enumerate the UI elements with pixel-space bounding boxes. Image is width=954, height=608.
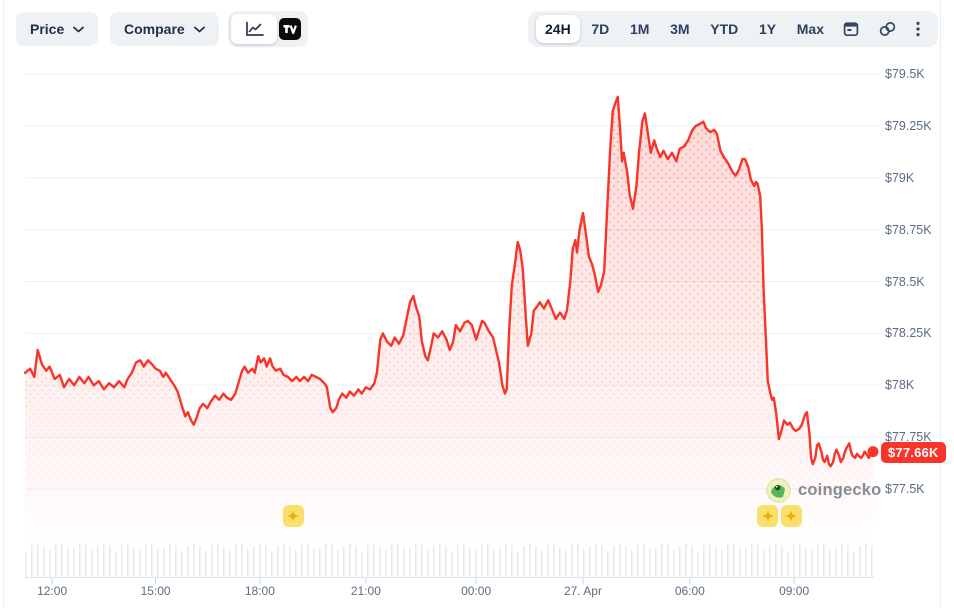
range-option-1y[interactable]: 1Y [750,15,785,43]
y-axis-label: $78.25K [885,326,932,341]
y-axis-label: $78.5K [885,274,925,289]
link-icon [878,20,897,38]
line-chart-icon [244,20,265,38]
sparkle-icon [287,510,300,522]
x-axis-label: 27. Apr [563,584,602,598]
range-option-max[interactable]: Max [788,15,833,43]
compare-dropdown-button[interactable]: Compare [110,12,219,46]
kebab-menu-icon [915,20,921,38]
more-options-button[interactable] [906,14,930,44]
y-axis-label: $77.75K [885,430,932,445]
y-axis-label: $79K [885,170,915,185]
price-line [23,95,875,468]
range-option-7d[interactable]: 7D [582,15,618,43]
sparkle-event-marker[interactable] [757,505,778,527]
line-chart-toggle-button[interactable] [231,14,277,44]
range-scrubber[interactable] [25,543,875,578]
share-link-button[interactable] [869,14,906,44]
coingecko-watermark: coingecko [766,478,881,503]
left-edge-divider [3,0,4,608]
chevron-down-icon [193,26,205,33]
sparkle-event-marker[interactable] [780,505,802,527]
tradingview-icon [282,22,298,36]
calendar-icon [842,20,860,38]
chevron-down-icon [73,26,85,33]
y-axis-label: $78.75K [885,222,932,237]
x-axis-label: 12:00 [37,584,68,598]
coingecko-logo-icon [766,478,791,503]
y-axis-label: $78K [885,378,915,393]
x-axis-label: 00:00 [461,584,492,598]
price-chart-canvas[interactable] [0,60,954,608]
range-option-ytd[interactable]: YTD [701,15,747,43]
time-range-selector: 24H 7D 1M 3M YTD 1Y Max [528,11,938,47]
current-price-badge: $77.66K [881,442,946,463]
y-axis-label: $77.5K [885,482,925,496]
price-dropdown-button[interactable]: Price [16,12,99,46]
tradingview-toggle-button[interactable] [279,18,301,40]
calendar-button[interactable] [833,14,869,44]
compare-dropdown-label: Compare [124,21,185,37]
right-edge-divider [940,0,941,608]
current-price-dot [867,446,879,458]
x-axis-label: 15:00 [140,584,171,598]
range-option-3m[interactable]: 3M [661,15,698,43]
x-axis-label: 06:00 [674,584,705,598]
price-dropdown-label: Price [30,21,65,37]
y-axis-label: $79.5K [885,67,925,81]
y-axis-label: $79.25K [885,118,932,133]
x-axis-label: 18:00 [244,584,275,598]
range-option-1m[interactable]: 1M [621,15,658,43]
range-options: 24H 7D 1M 3M YTD 1Y Max [536,15,833,43]
area-fill [25,96,873,541]
coingecko-watermark-text: coingecko [798,481,882,499]
x-axis-label: 09:00 [779,584,810,598]
x-axis-tickmarks [51,578,795,584]
range-option-24h[interactable]: 24H [536,15,580,43]
sparkle-icon [761,510,774,522]
chart-type-toggle [228,11,308,47]
sparkle-icon [785,510,798,522]
x-axis-label: 21:00 [350,584,381,598]
sparkle-event-marker[interactable] [282,505,304,527]
